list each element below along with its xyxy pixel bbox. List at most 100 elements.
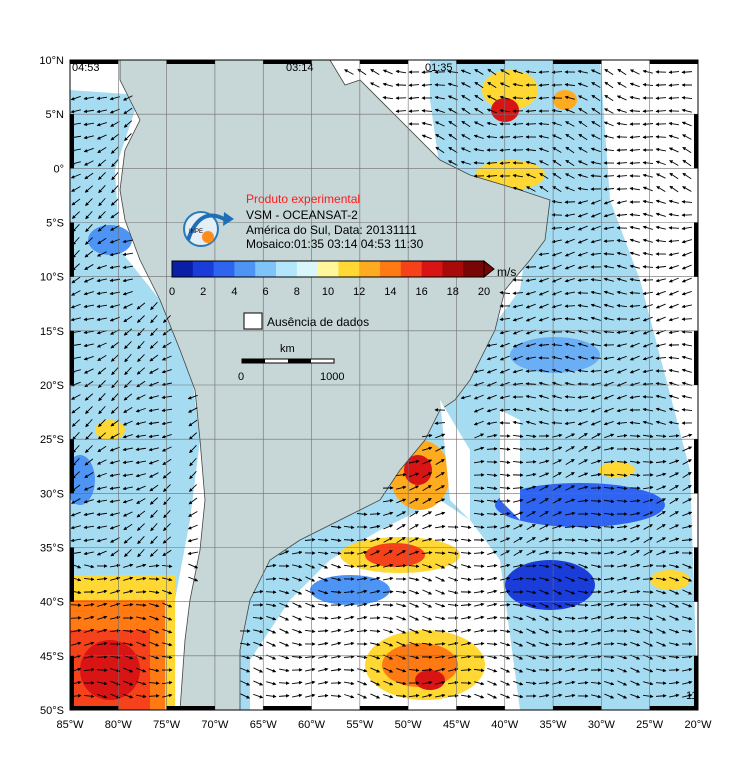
wind-vector	[681, 226, 693, 231]
wind-vector	[642, 135, 654, 139]
wind-vector	[136, 498, 146, 504]
wind-vector	[590, 212, 601, 218]
wind-vector	[96, 550, 107, 556]
wind-vector	[85, 445, 93, 453]
wind-vector	[421, 134, 432, 140]
wind-vector	[123, 95, 133, 101]
wind-vector	[669, 511, 679, 517]
wind-vector	[162, 549, 172, 557]
wind-vector	[318, 576, 329, 582]
wind-vector	[135, 590, 147, 594]
wind-vector	[630, 576, 641, 581]
wind-vector	[629, 69, 640, 75]
wind-vector	[486, 174, 498, 178]
wind-vector	[525, 278, 536, 283]
pass-time-right: 01:35	[425, 62, 453, 74]
wind-vector	[668, 277, 679, 283]
wind-vector	[96, 486, 107, 491]
wind-vector	[551, 226, 563, 230]
wind-vector	[161, 355, 172, 361]
wind-vector	[669, 459, 680, 465]
wind-vector	[655, 225, 666, 230]
wind-vector	[526, 550, 537, 556]
wind-vector	[96, 512, 108, 517]
wind-vector	[122, 265, 134, 270]
wind-vector	[383, 511, 394, 516]
wind-vector	[642, 186, 653, 192]
wind-vector	[512, 460, 524, 465]
wind-vector	[616, 213, 628, 217]
wind-vector	[96, 459, 107, 465]
colorbar-segment	[359, 261, 381, 277]
wind-vector	[682, 563, 693, 569]
wind-vector	[98, 197, 106, 207]
wind-vector	[656, 186, 666, 192]
wind-vector	[83, 96, 94, 101]
wind-vector	[84, 458, 94, 466]
wind-vector	[122, 420, 133, 426]
wind-vector	[564, 186, 575, 192]
colorbar-tick: 4	[231, 286, 237, 298]
wind-vector	[669, 160, 679, 166]
wind-vector	[578, 147, 588, 153]
wind-vector	[122, 252, 134, 257]
scale-unit: km	[280, 343, 295, 355]
lon-label: 85°W	[56, 719, 84, 731]
wind-vector	[603, 550, 615, 555]
wind-vector	[578, 133, 588, 141]
wind-vector	[603, 121, 614, 127]
wind-vector	[616, 433, 628, 438]
wind-vector	[110, 146, 119, 154]
wind-vector	[487, 550, 498, 555]
wind-vector	[85, 418, 93, 428]
wind-vector	[512, 407, 524, 412]
lat-label: 35°S	[40, 543, 64, 555]
wind-vector	[317, 616, 329, 620]
wind-vector	[124, 133, 132, 142]
wind-vector	[642, 369, 653, 374]
wind-vector	[110, 549, 120, 557]
wind-vector	[604, 433, 615, 439]
wind-vector	[409, 472, 420, 478]
map-body: 04:53 03:14 01:35 11	[70, 60, 698, 710]
wind-vector	[642, 316, 653, 322]
wind-vector	[83, 122, 95, 127]
wind-vector	[669, 185, 679, 193]
wind-vector	[369, 512, 381, 516]
wind-vector	[84, 564, 95, 569]
wind-vector	[577, 160, 588, 166]
wind-vector	[161, 382, 172, 387]
wind-vector	[603, 394, 614, 400]
wind-vector	[111, 171, 119, 181]
wind-vector	[668, 290, 679, 296]
wind-vector	[616, 486, 628, 491]
wind-vector	[189, 445, 197, 454]
wind-vector	[461, 82, 471, 88]
wind-vector	[83, 109, 95, 114]
wind-vector	[83, 304, 94, 309]
wind-vector	[330, 551, 342, 556]
wind-vector	[318, 590, 329, 595]
wind-vector	[603, 213, 614, 218]
colorbar-tick: 0	[169, 286, 175, 298]
wind-vector	[447, 95, 458, 101]
wind-vector	[383, 537, 393, 543]
wind-vector	[656, 524, 666, 530]
wind-vector	[655, 316, 666, 322]
lon-label: 25°W	[636, 719, 664, 731]
wind-vector	[616, 343, 627, 348]
wind-vector	[642, 225, 653, 230]
wind-vector	[564, 525, 576, 529]
wind-vector	[486, 356, 497, 361]
wind-vector	[539, 459, 550, 464]
wind-vector	[408, 96, 420, 100]
wind-vector	[655, 303, 666, 309]
wind-vector	[642, 434, 654, 439]
wind-vector	[655, 459, 667, 464]
wind-vector	[629, 264, 640, 269]
wind-vector	[591, 120, 601, 128]
wind-vector	[617, 563, 628, 568]
wind-vector	[512, 447, 524, 452]
wind-vector	[98, 405, 106, 415]
wind-vector	[473, 512, 485, 517]
